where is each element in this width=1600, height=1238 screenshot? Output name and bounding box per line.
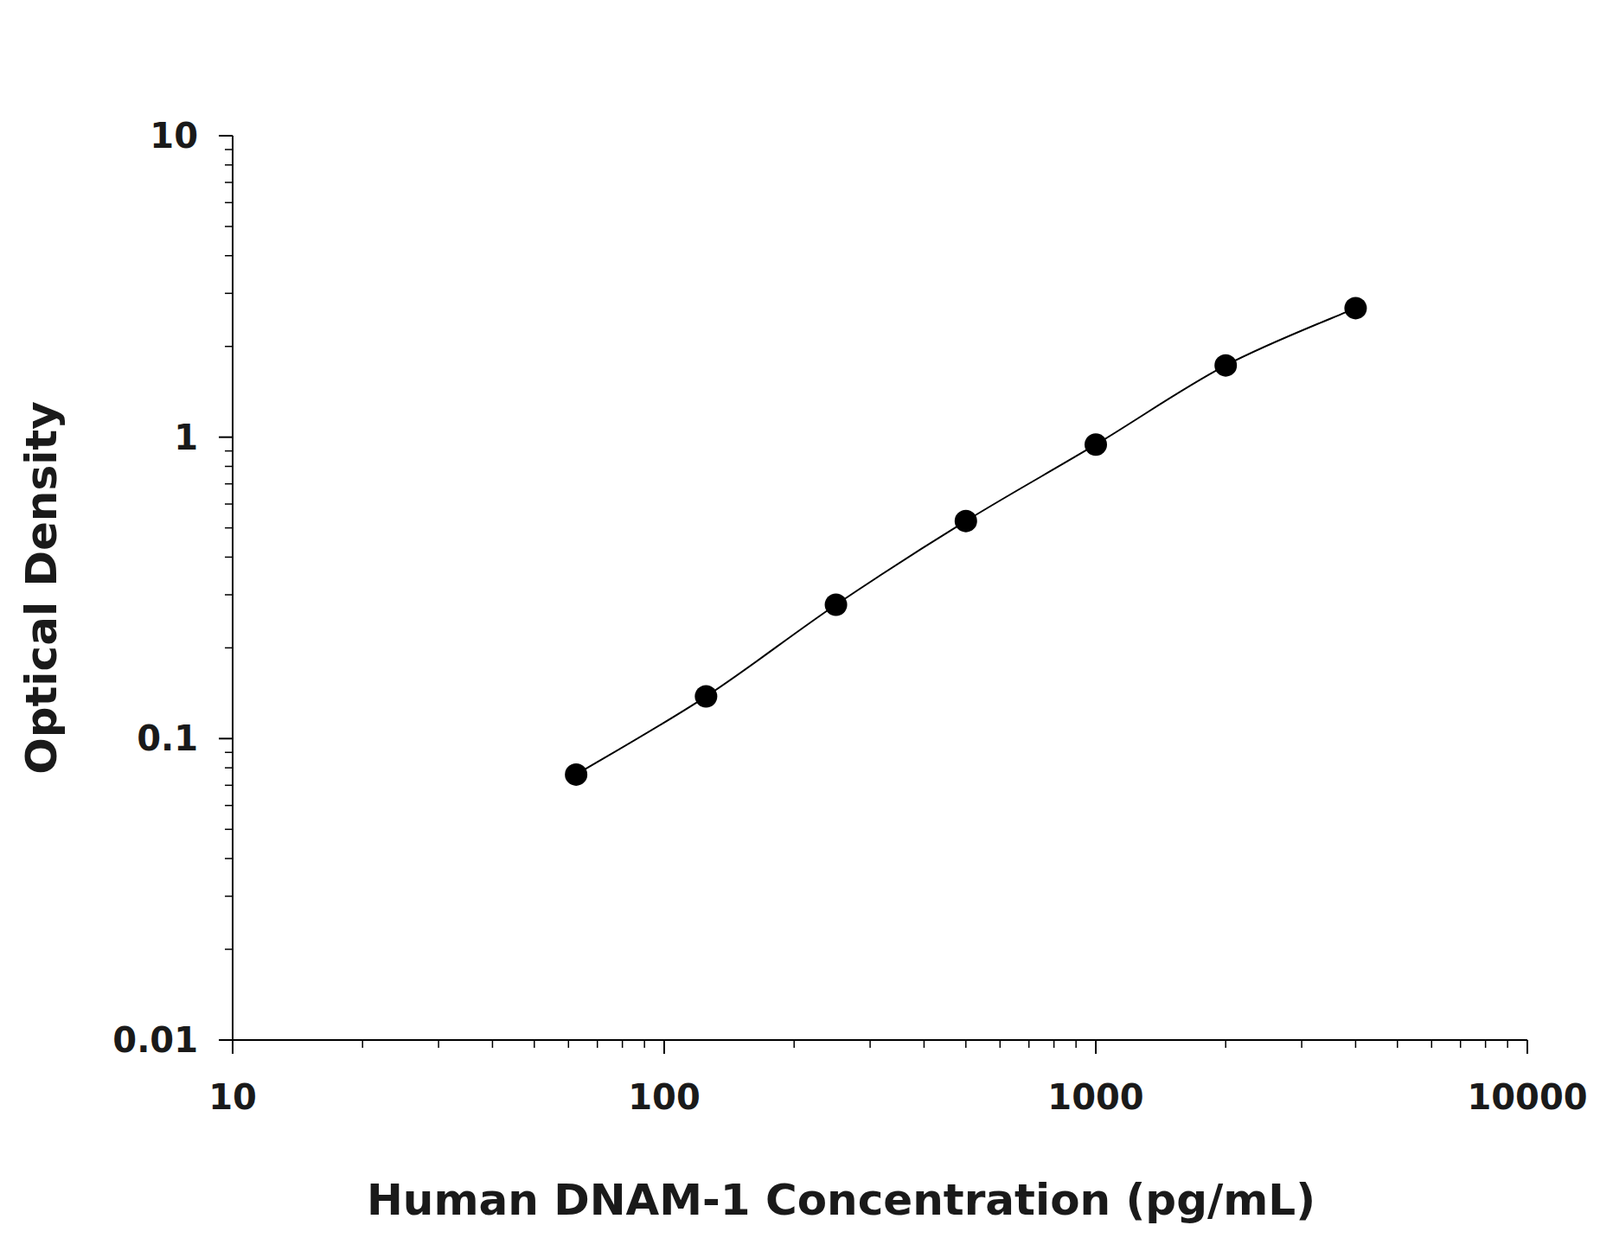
x-tick bbox=[1094, 1040, 1097, 1055]
x-minor-tick bbox=[1396, 1040, 1399, 1049]
data-point bbox=[694, 685, 717, 709]
x-tick-label: 1000 bbox=[1047, 1077, 1144, 1118]
x-axis-line bbox=[232, 1039, 1528, 1042]
y-tick-label: 0.1 bbox=[136, 718, 199, 759]
y-minor-tick bbox=[224, 594, 233, 596]
y-minor-tick bbox=[224, 148, 233, 151]
x-tick-label: 100 bbox=[627, 1077, 701, 1118]
x-minor-tick bbox=[869, 1040, 871, 1049]
y-minor-tick bbox=[224, 225, 233, 228]
x-minor-tick bbox=[621, 1040, 624, 1049]
y-minor-tick bbox=[224, 767, 233, 769]
y-minor-tick bbox=[224, 527, 233, 530]
y-minor-tick bbox=[224, 896, 233, 898]
x-minor-tick bbox=[568, 1040, 570, 1049]
x-minor-tick bbox=[1300, 1040, 1303, 1049]
x-minor-tick bbox=[643, 1040, 646, 1049]
x-axis-label: Human DNAM-1 Concentration (pg/mL) bbox=[366, 1175, 1316, 1226]
y-minor-tick bbox=[224, 345, 233, 348]
x-minor-tick bbox=[923, 1040, 926, 1049]
data-point bbox=[1344, 296, 1367, 320]
y-tick-label: 0.01 bbox=[112, 1020, 199, 1061]
y-tick bbox=[218, 1039, 233, 1042]
x-minor-tick bbox=[361, 1040, 364, 1049]
x-minor-tick bbox=[999, 1040, 1002, 1049]
y-minor-tick bbox=[224, 647, 233, 650]
x-minor-tick bbox=[492, 1040, 494, 1049]
x-tick-label: 10000 bbox=[1466, 1077, 1588, 1118]
y-minor-tick bbox=[224, 181, 233, 184]
x-minor-tick bbox=[1484, 1040, 1487, 1049]
y-tick bbox=[218, 436, 233, 439]
y-axis-label: Optical Density bbox=[16, 401, 67, 775]
x-minor-tick bbox=[1506, 1040, 1509, 1049]
y-minor-tick bbox=[224, 255, 233, 257]
x-minor-tick bbox=[1431, 1040, 1434, 1049]
y-minor-tick bbox=[224, 752, 233, 755]
y-tick-label: 1 bbox=[173, 417, 199, 458]
y-minor-tick bbox=[224, 164, 233, 167]
x-minor-tick bbox=[1355, 1040, 1357, 1049]
fit-curve bbox=[576, 307, 1356, 775]
y-minor-tick bbox=[224, 450, 233, 453]
y-minor-tick bbox=[224, 466, 233, 468]
chart-container: 10 100 1000 10000 0.01 0.1 1 10 Human DNAM-1 Con… bbox=[0, 0, 1600, 1238]
chart-svg: 10 100 1000 10000 0.01 0.1 1 10 Human DNAM-1 Con… bbox=[0, 0, 1600, 1238]
y-minor-tick bbox=[224, 556, 233, 559]
x-minor-tick bbox=[965, 1040, 967, 1049]
y-minor-tick bbox=[224, 503, 233, 506]
y-minor-tick bbox=[224, 829, 233, 832]
x-minor-tick bbox=[1028, 1040, 1031, 1049]
y-axis-line bbox=[231, 135, 234, 1041]
y-minor-tick bbox=[224, 805, 233, 807]
y-minor-tick bbox=[224, 202, 233, 205]
data-point bbox=[1214, 354, 1237, 378]
x-tick bbox=[1526, 1040, 1529, 1055]
x-minor-tick bbox=[1075, 1040, 1077, 1049]
x-minor-tick bbox=[1053, 1040, 1056, 1049]
y-tick bbox=[218, 737, 233, 740]
y-tick-label: 10 bbox=[149, 115, 199, 156]
y-minor-tick bbox=[224, 483, 233, 486]
y-minor-tick bbox=[224, 785, 233, 788]
y-minor-tick bbox=[224, 857, 233, 860]
x-minor-tick bbox=[596, 1040, 599, 1049]
data-point bbox=[1084, 433, 1108, 456]
plot-area bbox=[564, 296, 1367, 786]
data-point bbox=[564, 763, 588, 787]
x-minor-tick bbox=[1224, 1040, 1227, 1049]
x-tick bbox=[231, 1040, 234, 1055]
y-minor-tick bbox=[224, 293, 233, 295]
data-point bbox=[954, 510, 978, 533]
x-minor-tick bbox=[1459, 1040, 1462, 1049]
x-minor-tick bbox=[533, 1040, 536, 1049]
x-tick-label: 10 bbox=[208, 1077, 257, 1118]
x-tick bbox=[663, 1040, 666, 1055]
data-point bbox=[825, 594, 848, 617]
x-minor-tick bbox=[437, 1040, 440, 1049]
y-minor-tick bbox=[224, 948, 233, 951]
x-minor-tick bbox=[793, 1040, 795, 1049]
y-tick bbox=[218, 134, 233, 137]
